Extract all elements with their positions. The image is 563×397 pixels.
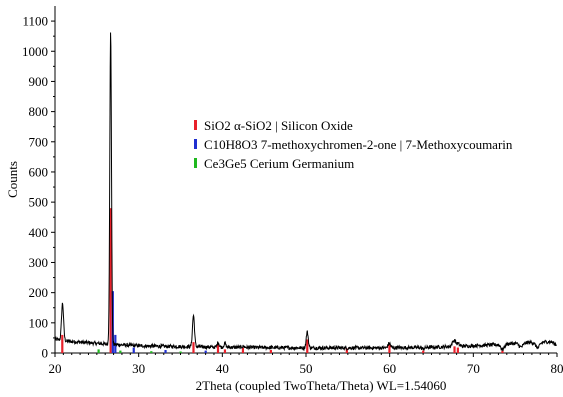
y-tick-label: 0 <box>42 346 49 361</box>
reference-stick-1 <box>422 350 425 353</box>
x-tick-label: 70 <box>467 361 480 376</box>
y-tick-label: 400 <box>29 225 49 240</box>
reference-stick-3 <box>97 349 100 353</box>
legend-label: SiO2 α-SiO2 | Silicon Oxide <box>204 118 353 133</box>
y-tick-label: 900 <box>29 74 49 89</box>
reference-stick-2 <box>164 349 167 353</box>
reference-stick-1 <box>456 347 459 353</box>
reference-sticks <box>61 208 504 353</box>
reference-stick-2 <box>132 347 135 353</box>
y-tick-label: 1100 <box>22 14 48 29</box>
y-tick-label: 100 <box>29 315 49 330</box>
x-tick-label: 50 <box>300 361 313 376</box>
reference-stick-3 <box>119 350 122 353</box>
y-tick-label: 1000 <box>22 44 48 59</box>
y-tick-label: 800 <box>29 104 49 119</box>
y-ticks: 0 100 200 300 400 500 600 700 800 900 1000 1100 <box>22 14 55 361</box>
axes <box>54 6 557 354</box>
reference-stick-1 <box>241 347 245 353</box>
reference-stick-1 <box>192 342 195 353</box>
reference-stick-1 <box>453 346 456 353</box>
reference-stick-3 <box>150 351 153 353</box>
y-tick-label: 200 <box>29 285 49 300</box>
y-tick-label: 300 <box>29 255 49 270</box>
legend-swatch <box>194 120 197 130</box>
x-axis-label: 2Theta (coupled TwoTheta/Theta) WL=1.540… <box>196 378 447 393</box>
reference-stick-1 <box>501 350 504 353</box>
legend-swatch <box>194 158 197 168</box>
reference-stick-1 <box>306 339 309 353</box>
legend-swatch <box>194 139 197 149</box>
reference-stick-3 <box>179 351 182 353</box>
y-axis-label: Counts <box>5 161 20 198</box>
legend-label: Ce3Ge5 Cerium Germanium <box>204 156 354 171</box>
reference-stick-1 <box>223 349 227 353</box>
reference-stick-2 <box>204 350 207 353</box>
legend: SiO2 α-SiO2 | Silicon Oxide C10H8O3 7-met… <box>194 118 513 171</box>
y-tick-label: 700 <box>29 134 49 149</box>
reference-stick-1 <box>269 349 272 353</box>
y-tick-label: 500 <box>29 195 49 210</box>
x-tick-label: 40 <box>216 361 229 376</box>
reference-stick-1 <box>388 344 391 353</box>
reference-stick-1 <box>109 208 112 353</box>
reference-stick-1 <box>61 334 64 353</box>
y-tick-label: 600 <box>29 164 49 179</box>
reference-stick-1 <box>345 348 348 353</box>
x-ticks: 20 30 40 50 60 70 80 <box>49 353 563 376</box>
reference-stick-1 <box>216 344 220 353</box>
x-tick-label: 60 <box>383 361 396 376</box>
x-tick-label: 80 <box>551 361 563 376</box>
x-tick-label: 20 <box>49 361 62 376</box>
legend-label: C10H8O3 7-methoxychromen-2-one | 7-Metho… <box>204 137 513 152</box>
x-tick-label: 30 <box>132 361 145 376</box>
series-line <box>54 32 557 352</box>
